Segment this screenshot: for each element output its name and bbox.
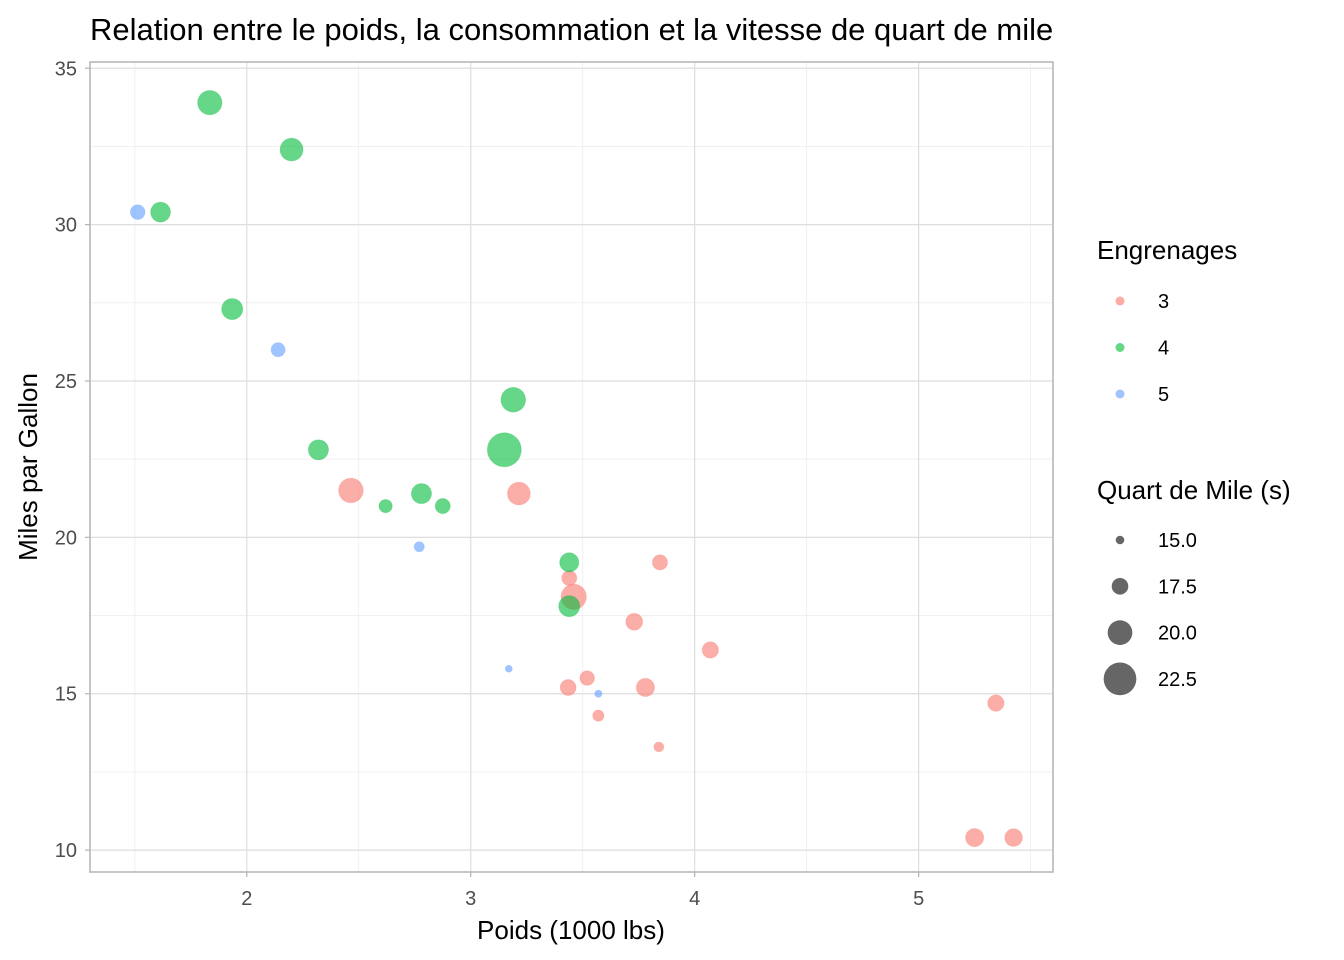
y-tick-label: 10 <box>55 840 77 862</box>
size-legend-label: 15.0 <box>1158 530 1197 552</box>
data-point <box>500 386 527 413</box>
data-point <box>635 677 656 698</box>
data-point <box>150 201 172 223</box>
x-axis-ticks: 2 3 4 5 <box>241 872 924 910</box>
color-legend-key <box>1115 389 1125 399</box>
y-tick-label: 35 <box>55 58 77 80</box>
data-point <box>378 498 393 514</box>
data-point <box>504 664 513 673</box>
color-legend-title: Engrenages <box>1097 235 1237 265</box>
data-point <box>987 694 1005 712</box>
plot-panel-border <box>89 61 1054 873</box>
data-point <box>413 541 425 553</box>
color-legend-key <box>1115 296 1125 306</box>
data-point <box>338 477 364 504</box>
y-tick-label: 25 <box>55 371 77 393</box>
data-point <box>559 552 580 573</box>
data-point <box>434 498 451 515</box>
chart-title: Relation entre le poids, la consommation… <box>90 12 1053 47</box>
size-legend-label: 22.5 <box>1158 669 1197 691</box>
data-point <box>653 741 665 753</box>
data-point <box>486 432 522 468</box>
data-point <box>592 709 605 722</box>
data-point <box>410 482 433 505</box>
data-point <box>965 828 985 848</box>
size-legend: Quart de Mile (s) 15.0 17.5 20.0 22.5 <box>1097 475 1291 696</box>
data-point <box>506 481 531 506</box>
x-tick-label: 2 <box>241 888 252 910</box>
size-legend-key <box>1107 620 1133 645</box>
y-axis-ticks: 10 15 20 25 30 35 <box>55 58 90 862</box>
x-tick-label: 5 <box>913 888 924 910</box>
x-axis-title: Poids (1000 lbs) <box>477 915 665 945</box>
x-tick-label: 4 <box>689 888 700 910</box>
data-point <box>559 678 577 696</box>
data-point <box>221 297 244 321</box>
data-point <box>651 554 669 571</box>
color-legend-label: 3 <box>1158 291 1169 313</box>
size-legend-label: 20.0 <box>1158 623 1197 645</box>
data-point <box>279 137 304 162</box>
color-legend-key <box>1115 343 1125 352</box>
data-point <box>561 569 578 587</box>
data-point <box>594 689 603 698</box>
data-point <box>579 670 595 686</box>
y-tick-label: 30 <box>55 215 77 237</box>
color-legend: Engrenages 3 4 5 <box>1097 235 1237 406</box>
size-legend-key <box>1111 577 1129 595</box>
x-tick-label: 3 <box>465 888 476 910</box>
data-point <box>307 439 330 461</box>
color-legend-label: 4 <box>1158 338 1169 360</box>
data-point <box>701 641 720 659</box>
data-point <box>625 612 644 631</box>
y-tick-label: 20 <box>55 527 77 549</box>
data-point <box>558 595 581 618</box>
size-legend-key <box>1115 535 1125 545</box>
size-legend-key <box>1103 662 1137 696</box>
grid <box>90 62 1053 872</box>
data-point <box>1004 828 1023 847</box>
size-legend-title: Quart de Mile (s) <box>1097 475 1291 505</box>
color-legend-label: 5 <box>1158 384 1169 406</box>
data-point <box>270 342 286 358</box>
y-tick-label: 15 <box>55 684 77 706</box>
data-points <box>129 89 1023 848</box>
size-legend-label: 17.5 <box>1158 576 1197 598</box>
data-point <box>129 204 146 220</box>
data-point <box>197 89 223 116</box>
y-axis-title: Miles par Gallon <box>13 373 43 561</box>
